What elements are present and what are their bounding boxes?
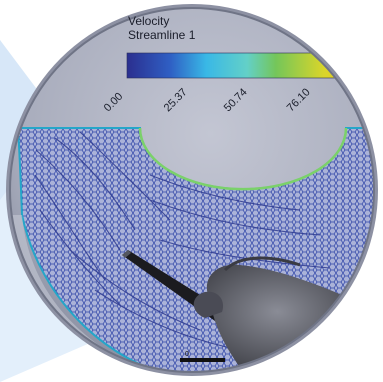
- legend-title: Velocity: [128, 14, 170, 28]
- scale-bar-label: 0: [185, 351, 189, 358]
- scale-bar: [180, 358, 225, 362]
- colormap-bar: [126, 52, 368, 79]
- legend-subtitle: Streamline 1: [128, 28, 196, 42]
